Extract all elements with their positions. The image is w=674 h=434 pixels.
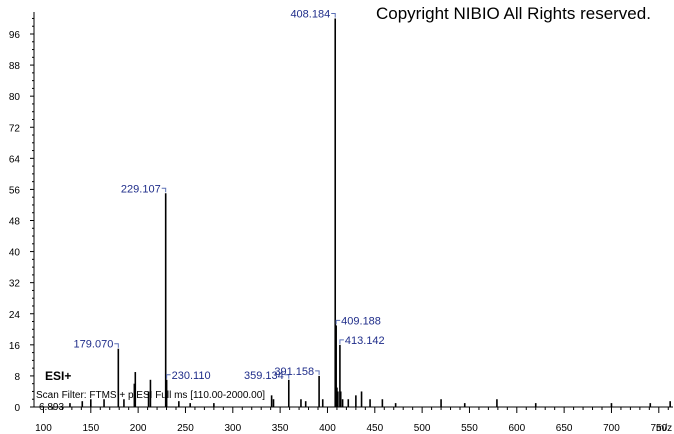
y-tick-label: 24 bbox=[9, 310, 21, 321]
x-tick-label: 450 bbox=[366, 423, 383, 434]
scan-filter-text: Scan Filter: FTMS + p ESI Full ms [110.0… bbox=[36, 390, 266, 401]
peak-label-bracket bbox=[315, 370, 320, 375]
peak-label-bracket bbox=[161, 187, 167, 193]
x-tick-label: 100 bbox=[35, 423, 52, 434]
x-tick-label: 650 bbox=[556, 423, 573, 434]
spectrum-peaks bbox=[69, 18, 671, 407]
peak-label: 230.110 bbox=[172, 370, 211, 382]
x-tick-label: 600 bbox=[508, 423, 525, 434]
y-axis-ticks: 0 8 16 24 32 40 48 56 64 72 80 88 96 bbox=[9, 17, 34, 414]
peak-label-bracket bbox=[335, 319, 341, 325]
x-axis-ticks: 100 150 200 250 300 350 400 450 500 550 600 650 700 7… bbox=[35, 407, 669, 434]
x-tick-label: 700 bbox=[603, 423, 620, 434]
y-tick-label: 32 bbox=[9, 279, 21, 290]
peak-label: 408.184 bbox=[290, 8, 330, 20]
peak-label-bracket bbox=[339, 339, 344, 344]
peak-label-bracket bbox=[284, 374, 290, 379]
y-tick-label: 72 bbox=[9, 123, 21, 134]
peak-label: 391.158 bbox=[274, 366, 314, 378]
x-tick-label: 250 bbox=[177, 423, 194, 434]
y-tick-label: 8 bbox=[14, 372, 20, 383]
x-tick-label: 300 bbox=[224, 423, 241, 434]
chart-axes bbox=[33, 12, 673, 408]
x-tick-label: 350 bbox=[272, 423, 289, 434]
x-axis-label: m/z bbox=[656, 423, 672, 434]
peak-label-bracket bbox=[331, 12, 336, 18]
x-tick-label: 500 bbox=[414, 423, 431, 434]
y-tick-label: 64 bbox=[9, 154, 21, 165]
y-tick-label: 96 bbox=[9, 30, 21, 41]
y-tick-label: 56 bbox=[9, 185, 21, 196]
y-tick-label: 88 bbox=[9, 61, 21, 72]
x-tick-label: 750 bbox=[650, 423, 667, 434]
y-tick-label: 40 bbox=[9, 248, 21, 259]
x-tick-label: 200 bbox=[130, 423, 147, 434]
base-intensity-value: 6.893 bbox=[39, 402, 65, 413]
y-tick-label: 80 bbox=[9, 92, 21, 103]
ion-mode-label: ESI+ bbox=[45, 369, 72, 383]
peak-label: 179.070 bbox=[74, 339, 114, 351]
peak-label: 413.142 bbox=[345, 335, 385, 347]
y-tick-label: 48 bbox=[9, 217, 21, 228]
x-tick-label: 150 bbox=[82, 423, 99, 434]
peak-label: 229.107 bbox=[121, 183, 161, 195]
y-tick-label: 16 bbox=[9, 341, 21, 352]
peak-label-bracket bbox=[114, 343, 119, 348]
y-tick-label: 0 bbox=[14, 403, 20, 414]
copyright-notice: Copyright NIBIO All Rights reserved. bbox=[376, 4, 651, 23]
peak-label: 359.134 bbox=[244, 370, 284, 382]
x-tick-label: 550 bbox=[461, 423, 478, 434]
peak-label-bracket bbox=[166, 374, 171, 379]
x-tick-label: 400 bbox=[319, 423, 336, 434]
peak-label: 409.188 bbox=[341, 315, 381, 327]
